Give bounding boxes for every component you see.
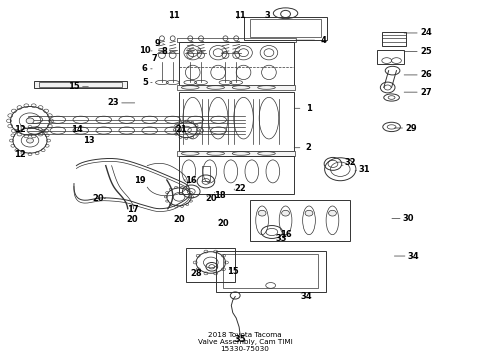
Bar [176, 38, 296, 42]
Text: 20: 20 [127, 215, 139, 224]
Text: 4: 4 [320, 36, 326, 45]
Text: 20: 20 [205, 194, 217, 203]
Text: 1: 1 [306, 104, 312, 113]
Text: 15: 15 [68, 82, 80, 91]
Text: 29: 29 [405, 123, 417, 132]
Text: 6: 6 [142, 64, 148, 73]
Bar [202, 166, 210, 181]
Bar [179, 42, 294, 85]
Text: 16: 16 [185, 176, 197, 185]
Bar [223, 254, 318, 288]
Ellipse shape [258, 210, 266, 216]
Bar [382, 32, 406, 45]
Text: 19: 19 [134, 176, 146, 185]
Text: 2018 Toyota Tacoma
Valve Assembly, Cam TIMI
15330-75030: 2018 Toyota Tacoma Valve Assembly, Cam T… [197, 332, 293, 352]
Bar [216, 251, 326, 292]
Text: 26: 26 [420, 71, 432, 80]
Bar [176, 85, 295, 90]
Text: 13: 13 [83, 136, 95, 145]
Text: 25: 25 [420, 47, 432, 56]
Text: 35: 35 [234, 335, 246, 344]
Text: 18: 18 [214, 191, 225, 200]
Text: 23: 23 [107, 98, 119, 107]
Bar [244, 17, 327, 40]
Text: 9: 9 [154, 39, 160, 48]
Ellipse shape [329, 210, 336, 216]
Text: 10: 10 [139, 46, 150, 55]
Text: 20: 20 [217, 219, 229, 228]
Ellipse shape [26, 138, 33, 143]
Bar [186, 248, 235, 282]
Text: 5: 5 [142, 78, 148, 87]
Text: 20: 20 [93, 194, 104, 203]
Ellipse shape [305, 210, 313, 216]
Bar [34, 81, 127, 88]
Text: 30: 30 [403, 214, 415, 223]
Text: 11: 11 [168, 10, 180, 19]
Text: 31: 31 [359, 165, 370, 174]
Text: 28: 28 [190, 269, 202, 278]
Bar [250, 200, 350, 241]
Text: 2: 2 [306, 143, 312, 152]
Bar [250, 19, 321, 37]
Text: 7: 7 [152, 54, 157, 63]
Text: 15: 15 [227, 267, 239, 276]
Text: 21: 21 [175, 125, 187, 134]
Bar [377, 50, 404, 64]
Ellipse shape [26, 118, 34, 124]
Text: 24: 24 [420, 28, 432, 37]
Bar [179, 156, 294, 194]
Text: 11: 11 [234, 10, 246, 19]
Bar [39, 82, 122, 87]
Text: 14: 14 [71, 125, 82, 134]
Text: 34: 34 [300, 292, 312, 301]
Text: 34: 34 [408, 252, 419, 261]
Text: 20: 20 [173, 215, 185, 224]
Ellipse shape [282, 210, 290, 216]
Text: 8: 8 [162, 47, 167, 56]
Text: 22: 22 [234, 184, 246, 193]
Bar [179, 92, 294, 151]
Text: 32: 32 [344, 158, 356, 167]
Text: 17: 17 [127, 205, 139, 214]
Bar [176, 151, 295, 156]
Text: 12: 12 [14, 150, 26, 159]
Text: 3: 3 [264, 10, 270, 19]
Text: 27: 27 [420, 87, 432, 96]
Text: 16: 16 [280, 230, 292, 239]
Text: 12: 12 [14, 125, 26, 134]
Text: 33: 33 [276, 234, 288, 243]
